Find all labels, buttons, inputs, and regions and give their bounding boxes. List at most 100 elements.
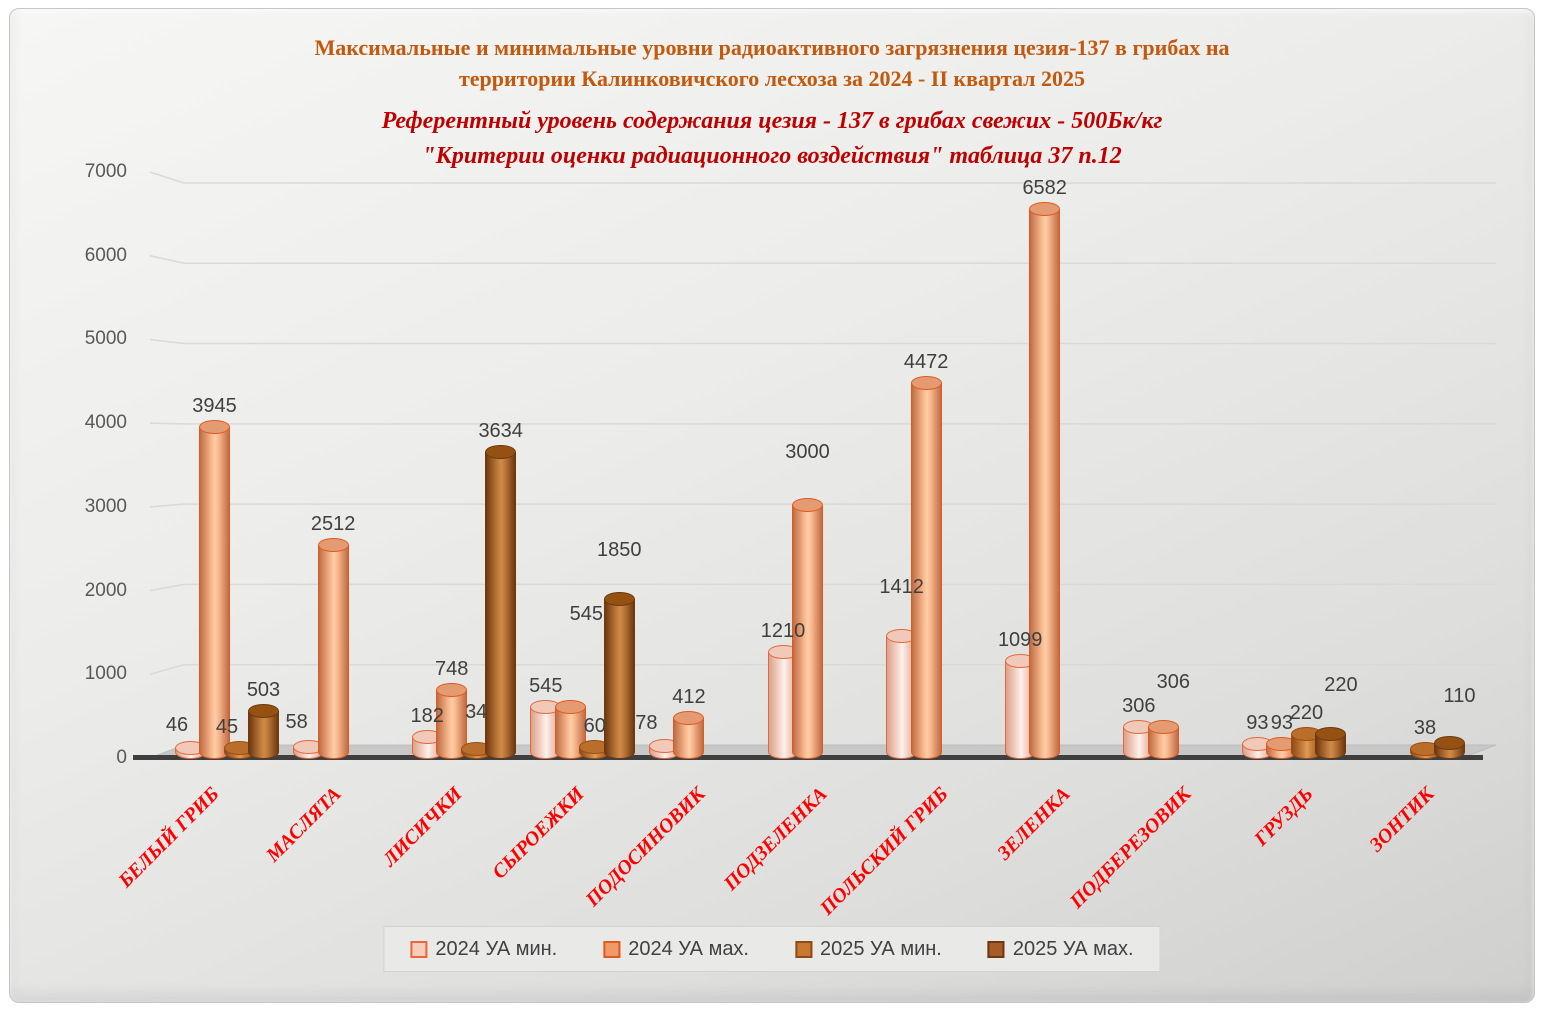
bar-value-label: 545 <box>569 603 603 626</box>
chart-title-line1: Максимальные и минимальные уровни радиоа… <box>314 35 1230 60</box>
bar-cylinder <box>579 740 611 759</box>
bar-cylinder <box>1241 737 1273 759</box>
bar-value-label: 60 <box>583 715 606 738</box>
legend-item-label: 2025 УА мин. <box>820 937 942 960</box>
cylinder-top <box>436 683 468 698</box>
bar-value-label: 306 <box>1122 694 1156 717</box>
legend-swatch <box>410 940 428 958</box>
legend: 2024 УА мин. 2024 УА мах. 2025 УА мин. 2025… <box>383 926 1161 972</box>
bar-cylinder <box>1315 726 1347 759</box>
bar-value-label: 4472 <box>903 351 949 374</box>
bar-value-label: 6582 <box>1022 176 1067 199</box>
gridline <box>149 503 1496 508</box>
legend-item: 2024 УА мин. <box>410 938 557 961</box>
bar-value-label: 3000 <box>785 440 830 463</box>
bar-cylinder <box>460 742 492 759</box>
cylinder-top <box>554 700 586 715</box>
bar-value-label: 1412 <box>879 575 924 598</box>
bar-cylinder <box>1266 737 1298 759</box>
y-axis-tick-label: 0 <box>116 747 127 768</box>
chart-subtitle-line1: Референтный уровень содержания цезия - 1… <box>381 108 1163 134</box>
cylinder-top <box>317 537 349 552</box>
bar-cylinder <box>174 741 206 759</box>
cylinder-body <box>910 383 942 752</box>
bar-value-label: 45 <box>215 716 239 739</box>
legend-swatch <box>987 940 1005 958</box>
bar-cylinder <box>248 703 279 759</box>
cylinder-top <box>1029 201 1061 216</box>
y-axis-tick-label: 4000 <box>84 412 127 434</box>
legend-item-label: 2025 УА мах. <box>1012 937 1134 960</box>
bar-value-label: 46 <box>165 714 189 737</box>
legend-item: 2025 УА мин. <box>795 938 942 961</box>
bar-value-label: 34 <box>465 701 488 724</box>
cylinder-top <box>1434 735 1465 750</box>
bar-cylinder <box>792 497 823 759</box>
cylinder-top <box>248 703 279 718</box>
chart-title-line2: территории Калинковичского лесхоза за 20… <box>458 66 1086 91</box>
gridline <box>149 255 1496 265</box>
cylinder-body <box>485 452 517 752</box>
bar-cylinder <box>603 592 635 759</box>
gridline <box>149 171 1496 184</box>
legend-swatch <box>795 940 812 958</box>
legend-item-label: 2024 УА мах. <box>628 937 749 960</box>
bar-cylinder <box>436 683 468 759</box>
cylinder-top <box>1315 726 1347 741</box>
bar-value-label: 58 <box>285 711 308 734</box>
bar-value-label: 503 <box>246 678 281 701</box>
chart-background-panel <box>9 8 1535 1003</box>
y-axis-tick-label: 1000 <box>84 663 127 685</box>
cylinder-top <box>199 419 230 434</box>
bar-cylinder <box>1029 201 1061 759</box>
gridline <box>149 663 1496 676</box>
bar-value-label: 1210 <box>760 620 806 643</box>
bar-value-label: 1850 <box>597 539 642 562</box>
bar-value-label: 182 <box>410 704 444 727</box>
bar-cylinder <box>910 376 942 759</box>
gridline <box>149 583 1496 592</box>
gridline <box>149 422 1496 425</box>
y-axis-tick-label: 3000 <box>84 495 127 517</box>
bar-value-label: 38 <box>1413 716 1437 739</box>
chart-subtitle-line2: "Критерии оценки радиационного воздейств… <box>422 143 1122 169</box>
bar-value-label: 748 <box>435 658 469 681</box>
cylinder-top <box>792 497 823 512</box>
chart-subtitle: Референтный уровень содержания цезия - 1… <box>0 104 1544 174</box>
legend-item-label: 2024 УА мин. <box>435 937 558 960</box>
cylinder-top <box>910 376 942 391</box>
bar-value-label: 412 <box>672 686 706 708</box>
bar-cylinder <box>485 445 517 759</box>
legend-swatch <box>603 940 621 958</box>
bar-cylinder <box>199 419 230 759</box>
cylinder-top <box>673 711 705 725</box>
y-axis-tick-label: 2000 <box>84 579 127 601</box>
y-axis-tick-label: 7000 <box>84 161 127 183</box>
cylinder-body <box>317 544 349 752</box>
legend-item: 2024 УА мах. <box>603 938 749 961</box>
bar-value-label: 3945 <box>192 394 237 417</box>
bar-value-label: 78 <box>635 711 658 734</box>
bar-cylinder <box>317 537 349 759</box>
bar-cylinder <box>1147 719 1179 759</box>
bar-cylinder <box>411 729 443 759</box>
bar-cylinder <box>1409 741 1441 759</box>
bar-value-label: 110 <box>1443 684 1476 707</box>
cylinder-body <box>792 504 823 752</box>
y-axis-tick-label: 6000 <box>84 244 127 266</box>
cylinder-body <box>603 599 635 752</box>
cylinder-top <box>485 445 517 460</box>
bar-value-label: 3634 <box>478 420 523 443</box>
bar-cylinder <box>223 741 255 759</box>
bar-cylinder <box>1434 735 1465 759</box>
bar-value-label: 220 <box>1324 673 1358 696</box>
cylinder-top <box>603 592 635 607</box>
bar-value-label: 2512 <box>310 512 356 535</box>
legend-item: 2025 УА мах. <box>987 937 1134 961</box>
cylinder-body <box>199 426 230 752</box>
chart-title: Максимальные и минимальные уровни радиоа… <box>0 32 1544 94</box>
bar-value-label: 545 <box>529 675 563 698</box>
y-axis-tick-label: 5000 <box>84 328 127 350</box>
